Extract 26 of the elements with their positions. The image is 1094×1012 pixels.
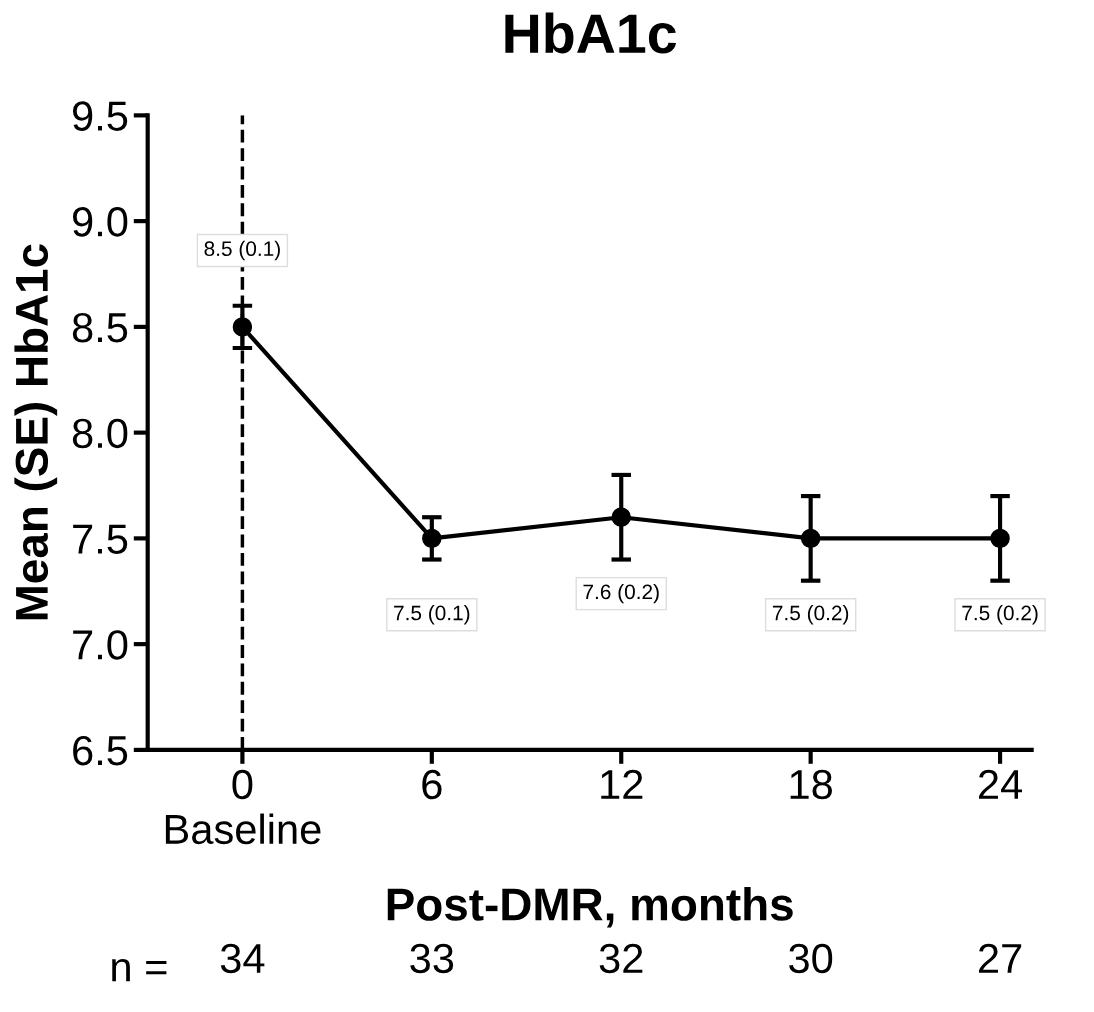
chart-title: HbA1c: [505, 12, 677, 54]
y-tick-label: 9.5: [72, 101, 128, 131]
text: 27: [979, 943, 1022, 973]
y-tick-label: 7.0: [73, 630, 128, 660]
data-label: 7.5 (0.1): [394, 605, 470, 625]
x-tick-label: 12: [601, 769, 643, 799]
x-axis-title: Post-DMR, months: [387, 887, 793, 928]
y-tick-label: 7.5: [73, 524, 128, 554]
data-label: 7.6 (0.2): [583, 583, 659, 604]
y-tick-label: 8.5: [72, 312, 128, 343]
y-tick-label: 8.0: [72, 418, 128, 449]
data-label: 7.5 (0.2): [772, 605, 849, 625]
text: 32: [599, 943, 643, 974]
y-axis-title: Mean (SE) HbA1c: [14, 244, 58, 620]
text: 30: [789, 943, 833, 974]
x-tick-label: 6: [422, 769, 442, 800]
data-label: 7.5 (0.2): [962, 605, 1038, 625]
x-tick-label: 18: [790, 769, 833, 800]
text: 33: [410, 943, 454, 974]
x-tick-label: 0 Baseline: [165, 769, 321, 845]
data-label: 8.5 (0.1): [204, 240, 280, 261]
text: n =: [112, 958, 167, 982]
text: 34: [220, 943, 265, 974]
y-tick-label: 9.0: [72, 207, 128, 237]
x-tick-label: 24: [979, 769, 1023, 799]
y-tick-label: 6.5: [73, 735, 128, 766]
